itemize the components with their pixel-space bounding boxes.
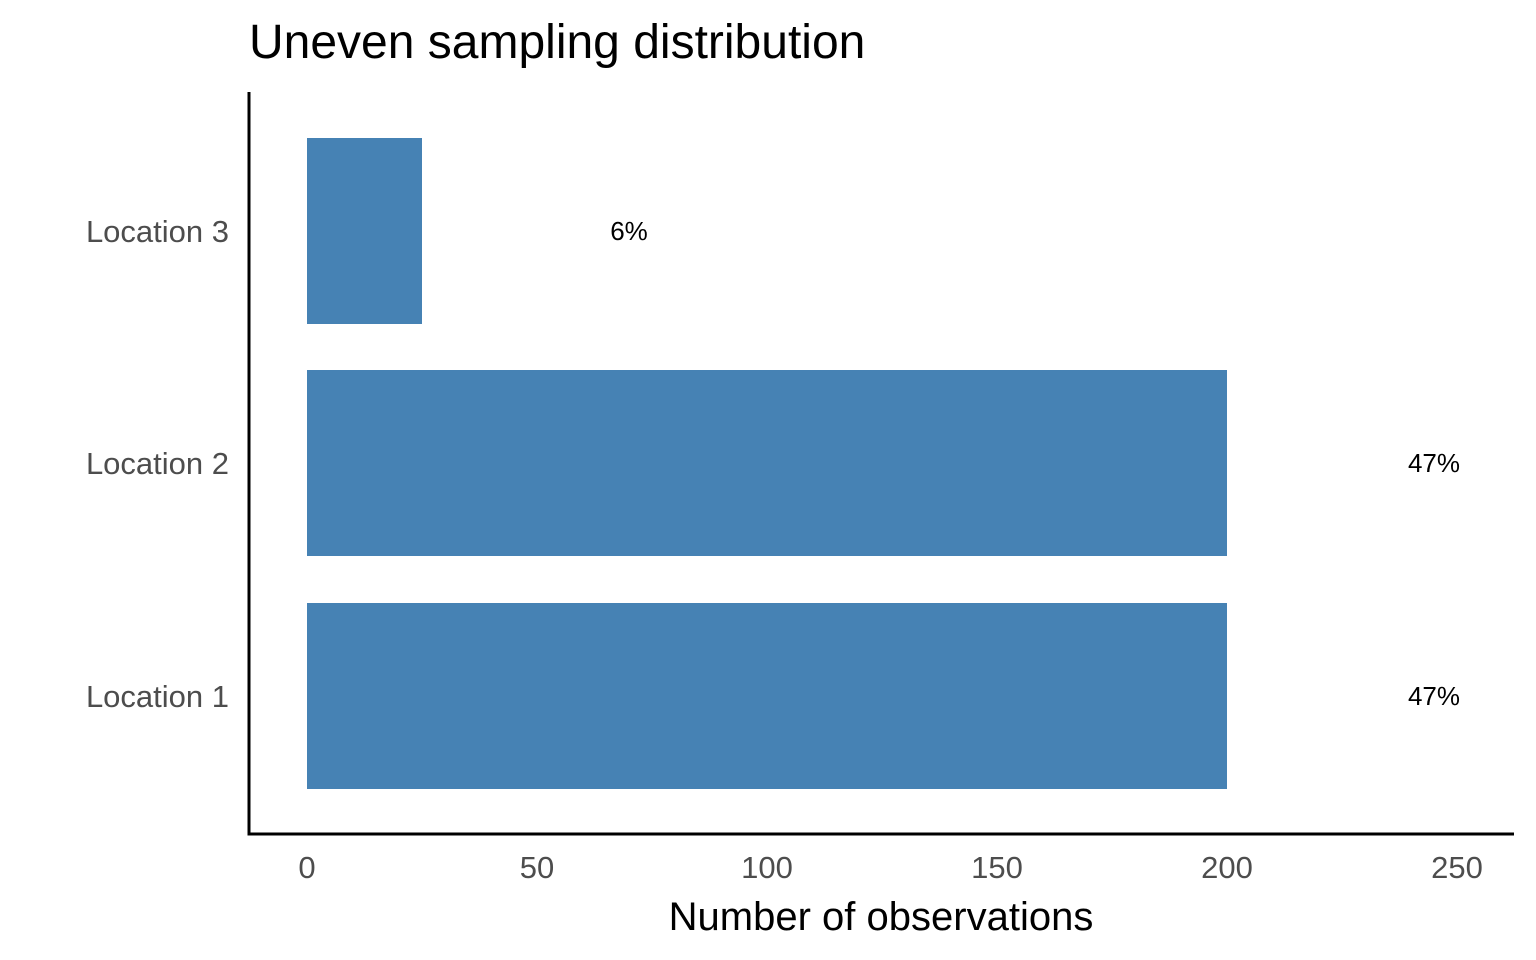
y-tick-label: Location 3 <box>86 214 229 249</box>
x-tick-label: 150 <box>971 850 1023 885</box>
data-labels-layer: 47% 47% 6% <box>610 216 1460 711</box>
data-label-location-1: 47% <box>1408 681 1460 711</box>
x-tick-label: 200 <box>1201 850 1253 885</box>
x-tick-label: 100 <box>741 850 793 885</box>
data-label-location-2: 47% <box>1408 448 1460 478</box>
chart-title: Uneven sampling distribution <box>249 16 865 69</box>
data-label-location-3: 6% <box>610 216 648 246</box>
x-tick-label: 0 <box>298 850 315 885</box>
bar-location-2 <box>307 370 1227 556</box>
y-tick-label: Location 2 <box>86 446 229 481</box>
x-tick-label: 50 <box>520 850 554 885</box>
y-axis-tick-labels: Location 1 Location 2 Location 3 <box>86 214 229 714</box>
x-tick-label: 250 <box>1431 850 1483 885</box>
bar-location-1 <box>307 603 1227 789</box>
bars-layer <box>307 138 1227 789</box>
x-axis-tick-labels: 0 50 100 150 200 250 <box>298 850 1482 885</box>
y-tick-label: Location 1 <box>86 679 229 714</box>
bar-location-3 <box>307 138 422 324</box>
x-axis-title: Number of observations <box>669 895 1094 939</box>
